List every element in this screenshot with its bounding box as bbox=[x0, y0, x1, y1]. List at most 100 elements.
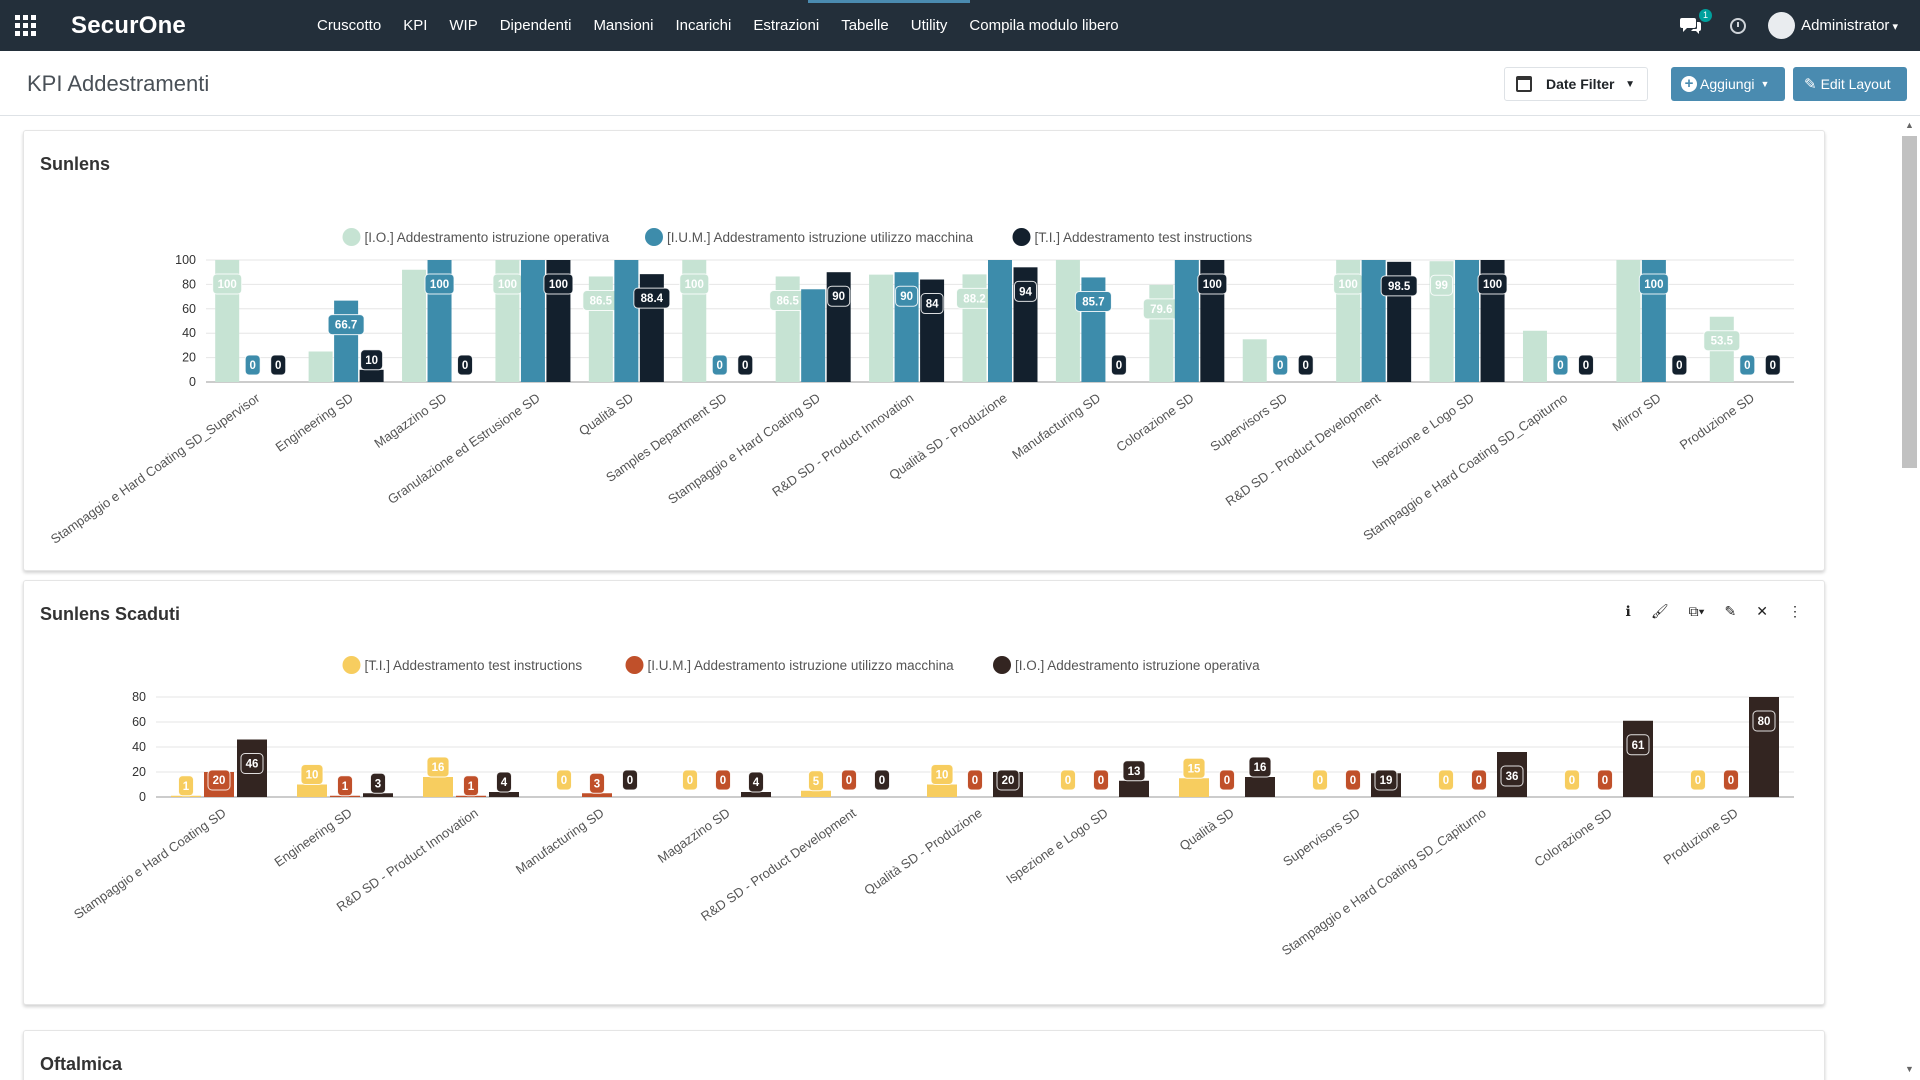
bar-i-u-m-addestramento-istruzione-utilizzo-macchina[interactable] bbox=[1174, 260, 1199, 382]
menu-item-dipendenti[interactable]: Dipendenti bbox=[499, 17, 572, 34]
user-avatar[interactable] bbox=[1768, 12, 1796, 39]
loading-indicator bbox=[808, 0, 970, 3]
scroll-up-arrow[interactable]: ▲ bbox=[1905, 120, 1914, 130]
menu-item-incarichi[interactable]: Incarichi bbox=[675, 17, 732, 34]
x-tick-label: Colorazione SD bbox=[1113, 390, 1196, 455]
bar-i-u-m-addestramento-istruzione-utilizzo-macchina[interactable] bbox=[1455, 260, 1480, 382]
menu-item-cruscotto[interactable]: Cruscotto bbox=[316, 17, 382, 34]
more-vertical-icon[interactable]: ⋮ bbox=[1788, 603, 1802, 619]
bar-t-i-addestramento-test-instructions[interactable] bbox=[423, 777, 453, 797]
legend-item-i-o-addestramento-istruzione-operativa[interactable]: [I.O.] Addestramento istruzione operativ… bbox=[993, 656, 1260, 674]
data-label-box bbox=[1671, 354, 1688, 376]
brand-logo[interactable]: SecurOne bbox=[71, 11, 186, 39]
data-label: 0 bbox=[561, 775, 567, 787]
legend-swatch bbox=[1012, 228, 1031, 246]
bar-i-o-addestramento-istruzione-operativa[interactable] bbox=[363, 793, 393, 797]
menu-item-compila-modulo-libero[interactable]: Compila modulo libero bbox=[969, 17, 1119, 34]
caret-down-icon: ▼ bbox=[1760, 79, 1770, 89]
bar-i-o-addestramento-istruzione-operativa[interactable] bbox=[1055, 260, 1080, 382]
data-label: 0 bbox=[1098, 775, 1104, 787]
bar-i-o-addestramento-istruzione-operativa[interactable] bbox=[869, 274, 894, 382]
edit-pencil-icon[interactable]: ✎ bbox=[1724, 603, 1737, 619]
x-tick-label: Manufacturing SD bbox=[513, 805, 607, 877]
data-label-box bbox=[1219, 769, 1235, 791]
bar-i-o-addestramento-istruzione-operativa[interactable] bbox=[1245, 777, 1275, 797]
data-label: 84 bbox=[926, 299, 939, 311]
legend-label: [I.U.M.] Addestramento istruzione utiliz… bbox=[648, 658, 955, 673]
plus-circle-icon: + bbox=[1681, 76, 1697, 92]
legend-item-t-i-addestramento-test-instructions[interactable]: [T.I.] Addestramento test instructions bbox=[1012, 228, 1253, 246]
bar-i-o-addestramento-istruzione-operativa[interactable] bbox=[741, 792, 771, 797]
data-label: 0 bbox=[1602, 775, 1608, 787]
data-label-box bbox=[1477, 273, 1508, 295]
menu-item-utility[interactable]: Utility bbox=[910, 17, 948, 34]
chart-card-sunlens-scaduti: Sunlens Scaduti ℹ 🖌 ⧉▾ ✎ ✕ ⋮ [T.I.] Adde… bbox=[23, 580, 1825, 1005]
bar-i-u-m-addestramento-istruzione-utilizzo-macchina[interactable] bbox=[520, 260, 545, 382]
data-label: 0 bbox=[1350, 775, 1356, 787]
bar-t-i-addestramento-test-instructions[interactable] bbox=[1179, 778, 1209, 797]
legend-item-i-u-m-addestramento-istruzione-utilizzo-macchina[interactable]: [I.U.M.] Addestramento istruzione utiliz… bbox=[645, 228, 974, 246]
y-tick-label: 0 bbox=[189, 375, 196, 389]
bar-i-u-m-addestramento-istruzione-utilizzo-macchina[interactable] bbox=[334, 300, 359, 382]
legend-item-i-o-addestramento-istruzione-operativa[interactable]: [I.O.] Addestramento istruzione operativ… bbox=[342, 228, 610, 246]
data-label-box bbox=[1374, 769, 1398, 791]
copy-dropdown-icon[interactable]: ⧉▾ bbox=[1688, 603, 1705, 619]
bar-t-i-addestramento-test-instructions[interactable] bbox=[297, 784, 327, 798]
bar-i-o-addestramento-istruzione-operativa[interactable] bbox=[308, 351, 333, 383]
bar-t-i-addestramento-test-instructions[interactable] bbox=[171, 795, 201, 797]
bar-i-o-addestramento-istruzione-operativa[interactable] bbox=[1119, 780, 1149, 797]
menu-item-wip[interactable]: WIP bbox=[449, 17, 478, 34]
x-tick-label: Granulazione ed Estrusione SD bbox=[385, 390, 543, 507]
bar-i-u-m-addestramento-istruzione-utilizzo-macchina[interactable] bbox=[456, 795, 486, 797]
chart-legend: [I.O.] Addestramento istruzione operativ… bbox=[342, 228, 1253, 246]
chat-icon[interactable]: 1 bbox=[1680, 8, 1713, 36]
bar-i-o-addestramento-istruzione-operativa[interactable] bbox=[1242, 339, 1267, 382]
user-menu[interactable]: Administrator bbox=[1801, 17, 1898, 34]
data-label-box bbox=[1122, 760, 1146, 782]
legend-swatch bbox=[993, 656, 1011, 674]
data-label-box bbox=[1626, 734, 1650, 756]
date-filter-button[interactable]: Date Filter ▼ bbox=[1504, 67, 1648, 101]
pencil-icon: ✎ bbox=[1804, 76, 1817, 93]
card-title: Oftalmica bbox=[40, 1054, 123, 1074]
legend-label: [I.O.] Addestramento istruzione operativ… bbox=[1015, 658, 1260, 673]
bar-i-o-addestramento-istruzione-operativa[interactable] bbox=[1623, 720, 1653, 797]
scrollbar-thumb[interactable] bbox=[1902, 136, 1917, 468]
scroll-down-arrow[interactable]: ▼ bbox=[1905, 1064, 1914, 1074]
activity-clock-icon[interactable] bbox=[1730, 17, 1747, 34]
brush-icon[interactable]: 🖌 bbox=[1650, 603, 1669, 619]
bar-i-o-addestramento-istruzione-operativa[interactable] bbox=[1616, 260, 1641, 382]
edit-layout-button[interactable]: ✎ Edit Layout bbox=[1793, 67, 1907, 101]
bar-i-o-addestramento-istruzione-operativa[interactable] bbox=[489, 792, 519, 797]
bar-t-i-addestramento-test-instructions[interactable] bbox=[801, 790, 831, 797]
menu-item-kpi[interactable]: KPI bbox=[403, 17, 428, 34]
bar-i-o-addestramento-istruzione-operativa[interactable] bbox=[1522, 330, 1547, 382]
bar-t-i-addestramento-test-instructions[interactable] bbox=[359, 369, 384, 382]
data-label-box bbox=[1597, 769, 1613, 791]
legend-item-i-u-m-addestramento-istruzione-utilizzo-macchina[interactable]: [I.U.M.] Addestramento istruzione utiliz… bbox=[625, 656, 955, 674]
bar-i-u-m-addestramento-istruzione-utilizzo-macchina[interactable] bbox=[988, 260, 1012, 382]
x-tick-label: Supervisors SD bbox=[1280, 805, 1363, 869]
bar-t-i-addestramento-test-instructions[interactable] bbox=[927, 784, 957, 798]
data-label: 0 bbox=[720, 775, 726, 787]
legend-item-t-i-addestramento-test-instructions[interactable]: [T.I.] Addestramento test instructions bbox=[342, 656, 583, 674]
bar-i-o-addestramento-istruzione-operativa[interactable] bbox=[402, 269, 427, 382]
data-label-box bbox=[1690, 769, 1706, 791]
data-label: 88.2 bbox=[963, 293, 985, 305]
bar-i-u-m-addestramento-istruzione-utilizzo-macchina[interactable] bbox=[330, 795, 360, 797]
data-label-box bbox=[244, 354, 261, 376]
systray: 1 Administrator bbox=[1680, 0, 1920, 51]
info-icon[interactable]: ℹ bbox=[1625, 603, 1631, 619]
add-button[interactable]: + Aggiungi ▼ bbox=[1671, 67, 1785, 101]
close-icon[interactable]: ✕ bbox=[1756, 603, 1768, 619]
data-label: 0 bbox=[275, 360, 281, 372]
data-label: 0 bbox=[879, 775, 885, 787]
bar-i-u-m-addestramento-istruzione-utilizzo-macchina[interactable] bbox=[614, 260, 639, 382]
menu-item-tabelle[interactable]: Tabelle bbox=[841, 17, 889, 34]
menu-item-mansioni[interactable]: Mansioni bbox=[593, 17, 654, 34]
menu-item-estrazioni[interactable]: Estrazioni bbox=[753, 17, 820, 34]
bar-i-u-m-addestramento-istruzione-utilizzo-macchina[interactable] bbox=[582, 793, 612, 797]
data-label-box bbox=[463, 775, 479, 797]
bar-i-u-m-addestramento-istruzione-utilizzo-macchina[interactable] bbox=[801, 289, 826, 382]
apps-menu-icon[interactable] bbox=[15, 14, 37, 37]
